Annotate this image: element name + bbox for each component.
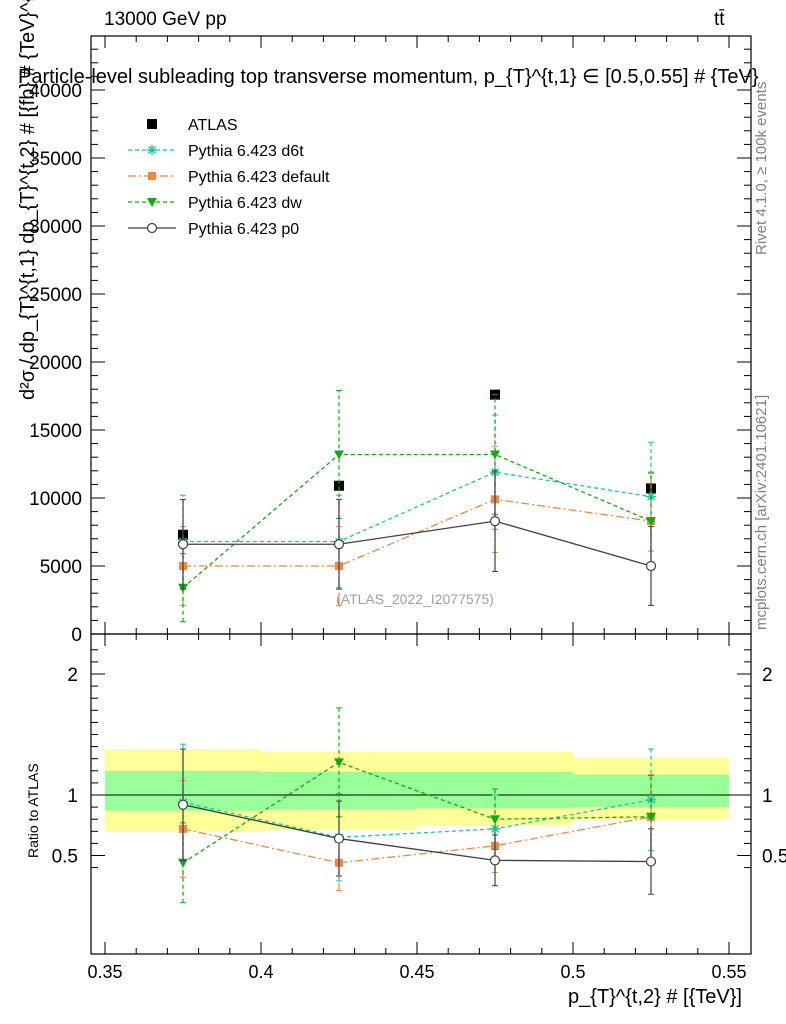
series-atlas	[178, 389, 656, 540]
series-pythia-6-423-default	[179, 445, 655, 606]
legend-entry: Pythia 6.423 dw	[128, 195, 302, 212]
ratio-tick-label: 0.5	[762, 847, 786, 868]
atlas-data-point	[334, 480, 344, 491]
legend-marker	[148, 172, 156, 180]
series-line	[183, 471, 652, 543]
y-tick-label: 35000	[29, 149, 82, 170]
series-pythia-6-423-d6t	[178, 414, 656, 589]
legend-entry: Pythia 6.423 default	[128, 169, 330, 186]
x-tick-label: 0.4	[248, 962, 273, 982]
series-line	[182, 804, 652, 863]
series-line	[182, 761, 652, 864]
y-tick-label: 5000	[40, 557, 82, 578]
legend-marker	[146, 222, 158, 234]
rivet-version-label: Rivet 4.1.0, ≥ 100k events	[753, 81, 770, 255]
main-series-group	[177, 389, 657, 623]
ratio-tick-label: 1	[67, 786, 78, 807]
legend-marker	[147, 145, 157, 155]
legend-marker	[147, 198, 157, 207]
series-line	[182, 799, 652, 839]
y-axis-label: d²σ / dp_{T}^{t,1} dp_{T}^{t,2} # [{fb} …	[17, 0, 39, 400]
energy-label: 13000 GeV pp	[104, 9, 227, 30]
ratio-uncertainty-bands	[105, 749, 729, 832]
axes-ticks: 0.35 0.4 0.45 0.5 0.55 0 5000 10000 15000 20000 25…	[29, 36, 786, 982]
series-line	[183, 520, 652, 567]
y-tick-label: 15000	[29, 421, 82, 442]
data-point	[645, 560, 657, 572]
data-point	[177, 799, 189, 810]
data-point	[177, 539, 189, 550]
x-tick-label: 0.35	[87, 962, 122, 982]
legend-label: Pythia 6.423 d6t	[188, 143, 304, 160]
analysis-watermark: (ATLAS_2022_I2077575)	[336, 591, 494, 607]
data-point	[333, 833, 345, 844]
data-point	[334, 758, 344, 768]
legend-marker	[147, 119, 157, 129]
source-label: mcplots.cern.ch [arXiv:2401.10621]	[753, 394, 770, 630]
ratio-tick-label: 2	[762, 665, 773, 686]
legend-label: Pythia 6.423 default	[188, 169, 330, 186]
legend-label: Pythia 6.423 p0	[188, 221, 299, 238]
legend-label: ATLAS	[188, 117, 238, 134]
chart-title: Particle-level subleading top transverse…	[18, 66, 759, 88]
data-point	[646, 517, 656, 527]
data-point	[334, 450, 344, 460]
y-tick-label: 30000	[29, 217, 82, 238]
y-tick-label: 20000	[29, 353, 82, 374]
legend: ATLAS Pythia 6.423 d6t Pythia 6.423 defaul…	[128, 117, 330, 238]
ratio-tick-label: 1	[762, 786, 773, 807]
legend-entry: ATLAS	[147, 117, 238, 134]
legend-entry: Pythia 6.423 p0	[128, 221, 299, 238]
x-tick-label: 0.5	[560, 962, 585, 982]
legend-label: Pythia 6.423 dw	[188, 195, 302, 212]
series-pythia-6-423-p0	[177, 470, 657, 606]
data-point	[333, 539, 345, 550]
ratio-tick-label: 0.5	[52, 847, 78, 868]
x-axis-label: p_{T}^{t,2} # [{TeV}]	[568, 986, 742, 1008]
ratio-axis-label: Ratio to ATLAS	[25, 763, 41, 858]
series-line	[182, 816, 652, 864]
data-point	[489, 516, 501, 527]
ratio-series-group	[177, 707, 657, 904]
y-tick-label: 25000	[29, 285, 82, 306]
data-point	[646, 812, 656, 822]
x-tick-label: 0.55	[711, 962, 746, 982]
data-point	[178, 858, 188, 868]
series-line	[182, 453, 652, 589]
legend-entry: Pythia 6.423 d6t	[128, 143, 304, 160]
data-point	[489, 855, 501, 866]
data-point	[490, 450, 500, 460]
data-point	[490, 815, 500, 825]
ratio-tick-label: 2	[67, 665, 78, 686]
y-tick-label: 10000	[29, 489, 82, 510]
x-tick-label: 0.45	[399, 962, 434, 982]
ratio-series-pythia-6-423-p0	[177, 748, 657, 895]
ratio-plot-frame	[90, 633, 752, 955]
process-label: tt̄	[714, 9, 725, 30]
y-tick-label: 40000	[29, 81, 82, 102]
data-point	[645, 856, 657, 867]
y-tick-label: 0	[71, 625, 82, 646]
